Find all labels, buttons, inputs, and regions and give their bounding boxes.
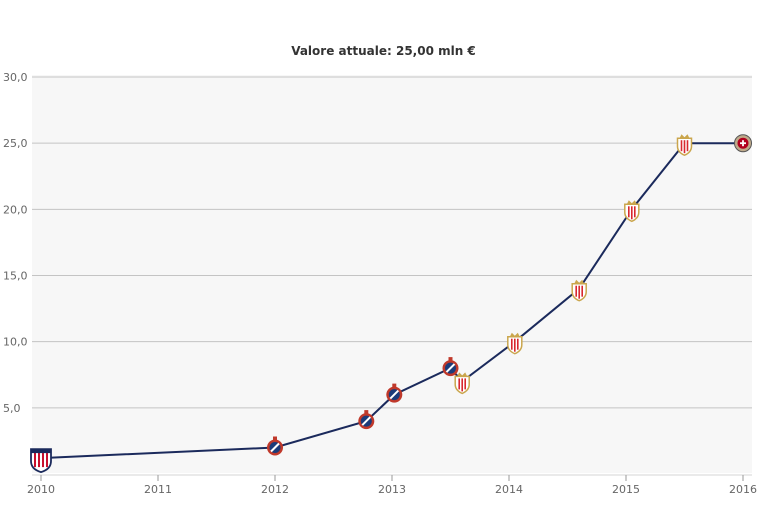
data-point-markers <box>30 134 752 474</box>
sevilla-badge-icon[interactable] <box>507 332 523 355</box>
y-tick-label: 10,0 <box>3 336 28 349</box>
chart-title: Valore attuale: 25,00 mln € <box>291 44 476 58</box>
brugge-badge-icon[interactable] <box>358 410 375 430</box>
y-tick-label: 20,0 <box>3 203 28 216</box>
milan-badge-icon[interactable] <box>734 134 752 153</box>
x-tick-label: 2012 <box>261 483 289 496</box>
y-axis-ticks: 5,0 10,0 15,0 20,0 25,0 30,0 <box>3 71 28 415</box>
sevilla-badge-icon[interactable] <box>571 279 587 302</box>
brugge-badge-icon[interactable] <box>267 436 283 456</box>
y-tick-label: 15,0 <box>3 270 28 283</box>
x-tick-label: 2016 <box>729 483 757 496</box>
junior-badge-icon[interactable] <box>30 448 52 474</box>
brugge-badge-icon[interactable] <box>442 357 459 377</box>
x-tick-label: 2010 <box>27 483 55 496</box>
y-tick-label: 30,0 <box>3 71 28 84</box>
x-tick-label: 2015 <box>612 483 640 496</box>
y-tick-label: 25,0 <box>3 137 28 150</box>
brugge-badge-icon[interactable] <box>386 383 403 403</box>
x-tick-label: 2011 <box>144 483 172 496</box>
sevilla-badge-icon[interactable] <box>454 372 470 395</box>
x-tick-label: 2014 <box>495 483 523 496</box>
x-tick-label: 2013 <box>378 483 406 496</box>
sevilla-badge-icon[interactable] <box>676 134 693 157</box>
y-tick-label: 5,0 <box>3 402 21 415</box>
sevilla-badge-icon[interactable] <box>624 200 640 223</box>
x-axis-ticks: 2010 2011 2012 2013 2014 2015 2016 <box>27 475 757 496</box>
plot-background <box>32 75 752 473</box>
